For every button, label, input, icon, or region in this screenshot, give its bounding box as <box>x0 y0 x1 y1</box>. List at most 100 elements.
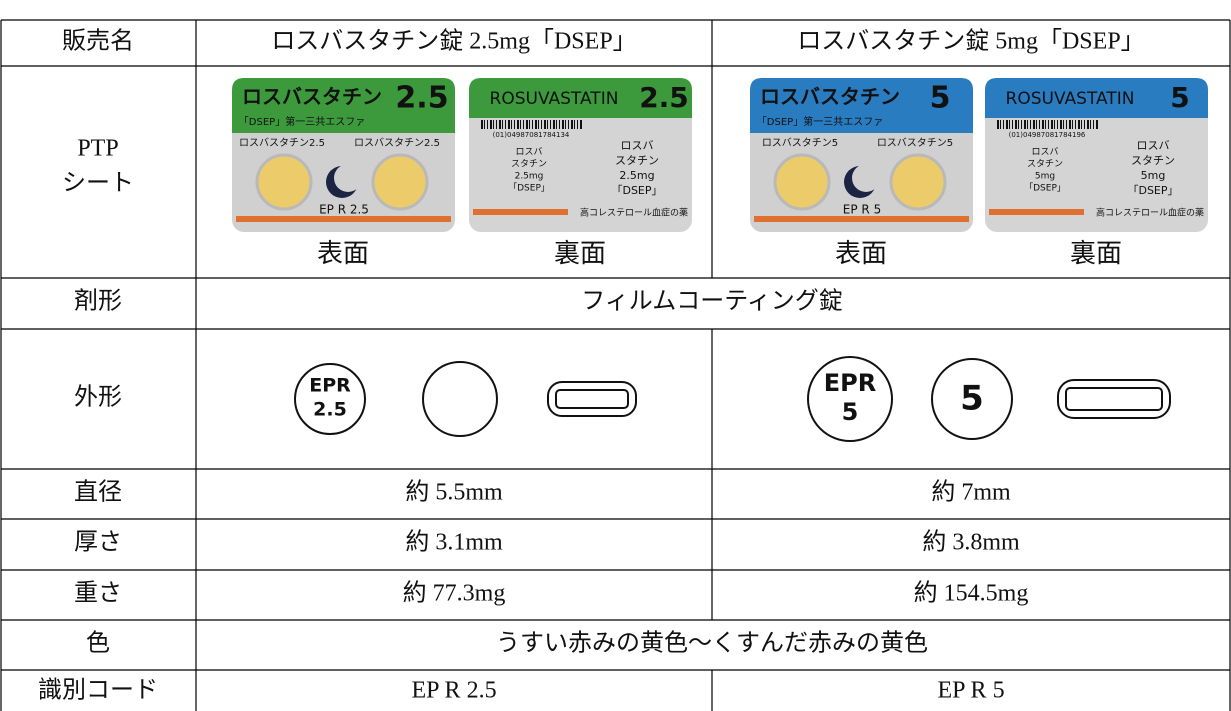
barcode <box>1009 120 1010 129</box>
pill <box>371 153 429 211</box>
barcode <box>493 120 494 129</box>
ptp-back-label: スタチン <box>615 154 659 167</box>
tablet-imprint: EPR <box>824 369 876 397</box>
tablet-back <box>931 358 1013 440</box>
row-label: 販売名 <box>62 28 134 55</box>
ptp-back-header <box>985 78 1208 118</box>
pill <box>889 153 947 211</box>
ptp-back-label: 「DSEP」 <box>1127 184 1178 197</box>
ptp-front-header <box>232 78 455 133</box>
ptp-note: 高コレステロール血症の薬 <box>580 207 688 219</box>
tablet-imprint: 5 <box>960 379 984 419</box>
pill <box>773 153 831 211</box>
ptp-back-label: 「DSEP」 <box>1024 183 1066 194</box>
barcode <box>502 120 503 129</box>
ptp-back-label: ロスバ <box>1031 147 1058 158</box>
barcode <box>1054 120 1055 129</box>
ptp-line: ロスバスタチン2.5 <box>239 137 325 149</box>
ptp-back-header <box>469 78 692 118</box>
barcode <box>1039 120 1040 129</box>
ptp-back-label: 5mg <box>1035 172 1055 182</box>
tablet-imprint: 2.5 <box>313 399 347 421</box>
cell-value: EP R 2.5 <box>411 678 496 704</box>
ptp-bar <box>754 216 969 222</box>
barcode <box>559 120 560 129</box>
barcode <box>1024 120 1026 129</box>
barcode <box>1015 120 1017 129</box>
ptp-back-label: 2.5mg <box>619 169 654 182</box>
barcode <box>565 120 566 129</box>
barcode <box>517 120 519 129</box>
tablet-side-band <box>1065 387 1163 411</box>
barcode <box>1045 120 1046 129</box>
table-grid <box>0 19 1231 711</box>
ptp-back-strength: 5 <box>1170 81 1189 114</box>
barcode <box>1012 120 1013 129</box>
barcode <box>574 120 575 129</box>
ptp-bar <box>989 209 1084 215</box>
tablet-imprint: 5 <box>842 398 859 426</box>
barcode <box>496 120 497 129</box>
barcode <box>1027 120 1028 129</box>
row-label: 重さ <box>74 580 122 607</box>
barcode <box>508 120 510 129</box>
cell-value: 約 77.3mg <box>403 580 506 607</box>
barcode <box>541 120 542 129</box>
tablet-front <box>294 363 366 435</box>
barcode <box>505 120 506 129</box>
barcode <box>1090 120 1091 129</box>
barcode <box>544 120 546 129</box>
barcode <box>1003 120 1004 129</box>
barcode <box>529 120 530 129</box>
barcode <box>1066 120 1067 129</box>
barcode <box>1042 120 1044 129</box>
tablet-front <box>807 356 893 442</box>
barcode <box>481 120 483 129</box>
tablet-side <box>547 381 637 417</box>
product-name: ロスバスタチン錠 2.5mg「DSEP」 <box>271 28 636 55</box>
ptp-bar <box>473 209 568 215</box>
cell-value: 約 3.8mm <box>922 529 1020 556</box>
row-label: 厚さ <box>74 530 122 556</box>
ptp-back-strength: 2.5 <box>639 81 689 114</box>
row-label: 識別コード <box>38 677 158 704</box>
barcode <box>511 120 512 129</box>
barcode <box>514 120 515 129</box>
ptp-code: (01)04987081784196 <box>1009 131 1086 139</box>
barcode <box>1048 120 1049 129</box>
ptp-line: ロスバスタチン5 <box>877 137 953 149</box>
cell-value: フィルムコーティング錠 <box>581 288 843 315</box>
barcode <box>562 120 564 129</box>
ptp-back-name: ROSUVASTATIN <box>1006 89 1135 109</box>
barcode <box>571 120 573 129</box>
barcode <box>499 120 501 129</box>
row-label: 外形 <box>74 384 122 411</box>
barcode <box>553 120 555 129</box>
ptp-caption: 裏面 <box>1070 239 1122 268</box>
barcode <box>490 120 492 129</box>
pill <box>255 153 313 211</box>
barcode <box>1063 120 1064 129</box>
cell-value: 約 154.5mg <box>914 580 1029 607</box>
barcode <box>550 120 551 129</box>
barcode <box>1030 120 1031 129</box>
desiccant <box>334 164 362 192</box>
ptp-back-label: スタチン <box>1027 159 1063 170</box>
ptp-bar <box>236 216 451 222</box>
barcode <box>577 120 578 129</box>
barcode <box>535 120 537 129</box>
ptp-back-label: ロスバ <box>1137 139 1170 152</box>
barcode <box>538 120 539 129</box>
ptp-note: 高コレステロール血症の薬 <box>1096 207 1204 219</box>
ptp-brand: ロスバスタチン <box>760 85 900 109</box>
barcode <box>1051 120 1053 129</box>
ptp-back-label: ロスバ <box>621 139 654 152</box>
barcode <box>1078 120 1080 129</box>
barcode <box>1075 120 1076 129</box>
barcode <box>1033 120 1035 129</box>
ptp-strength: 2.5 <box>395 81 448 116</box>
ptp-back-label: スタチン <box>511 159 547 170</box>
ptp-back-label: ロスバ <box>515 147 542 158</box>
barcode <box>532 120 533 129</box>
ptp-imprint: EP R 2.5 <box>319 203 369 217</box>
